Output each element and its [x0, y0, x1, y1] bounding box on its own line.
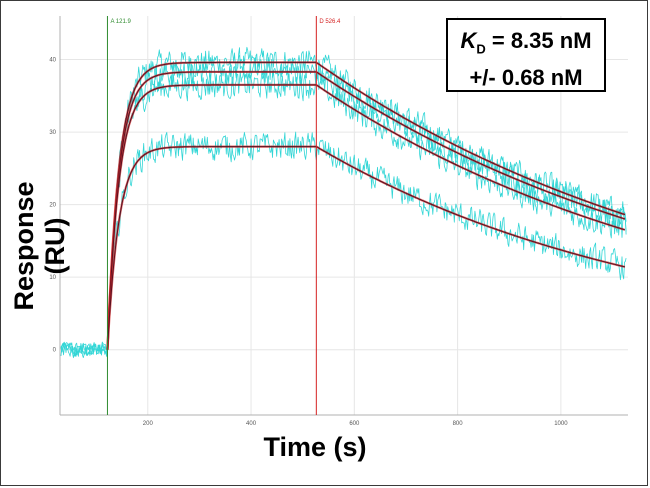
dissociation-marker-label: D 526.4 [319, 19, 341, 25]
x-tick-label: 600 [349, 421, 360, 427]
y-tick-label: 40 [49, 58, 56, 64]
x-axis-title: Time (s) [263, 432, 367, 462]
fit-curve-1 [107, 61, 626, 350]
fit-curve-edge-4 [106, 145, 626, 350]
data-trace-3 [60, 69, 627, 358]
kd-error: +/- 0.68 nM [469, 65, 583, 91]
data-trace-4 [60, 131, 627, 358]
association-marker-label: A 121.9 [110, 19, 131, 25]
fit-curve-2 [107, 71, 626, 350]
x-tick-label: 200 [143, 421, 154, 427]
x-tick-label: 400 [246, 421, 257, 427]
kd-annotation-box: KD = 8.35 nM +/- 0.68 nM [446, 18, 606, 92]
fit-curve-3 [107, 84, 626, 350]
x-tick-label: 1000 [554, 421, 568, 427]
kd-value-line: KD = 8.35 nM [448, 26, 604, 64]
y-tick-label: 0 [53, 348, 57, 354]
y-tick-label: 30 [49, 130, 56, 136]
kd-value: = 8.35 nM [485, 28, 592, 53]
y-tick-label: 10 [49, 275, 56, 281]
kd-subscript: D [476, 41, 486, 57]
fit-curve-4 [107, 146, 626, 350]
fit-curve-edge-2 [106, 70, 626, 350]
fit-curve-edge-3 [106, 83, 626, 350]
kd-symbol: K [460, 28, 477, 53]
y-tick-label: 20 [49, 203, 56, 209]
x-tick-label: 800 [453, 421, 464, 427]
y-axis-title: Response (RU) [9, 181, 70, 311]
